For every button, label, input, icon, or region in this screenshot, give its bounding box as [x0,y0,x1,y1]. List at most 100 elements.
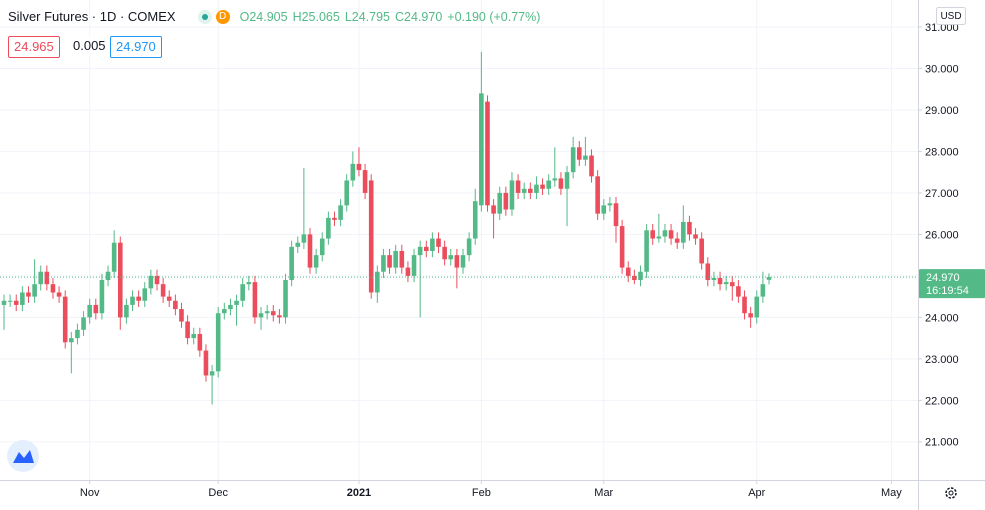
candle-body [576,147,582,160]
candle-body [270,311,276,316]
candle-body [1,300,7,305]
candle-body [124,304,129,318]
candle-body [313,255,319,268]
spread: 0.005 [70,36,109,56]
candle-body [258,313,264,318]
candle-body [246,282,252,285]
candle-body [356,163,362,171]
x-tick-label: May [881,487,902,499]
candle-body [509,180,515,210]
candle-body [289,246,294,281]
symbol-title[interactable]: Silver Futures · 1D · COMEX [8,9,176,24]
candle-body [479,93,484,206]
currency-label: USD [940,11,961,22]
candle-body [191,333,197,339]
candle-body [222,309,227,314]
x-tick-label: 2021 [347,487,371,499]
x-tick-label: Mar [594,487,613,499]
candle-body [62,296,68,343]
candle-body [430,238,435,251]
candle-body [411,255,417,276]
candle-body [766,277,772,280]
candle-body [546,180,551,189]
candle-body [705,263,711,281]
candle-body [662,230,668,237]
candle-body [528,188,533,193]
ask-button[interactable]: 24.970 [110,36,162,58]
candle-body [50,284,56,293]
candle-body [81,317,86,330]
candle-body [693,234,698,239]
candle-body [607,203,613,206]
candle-body [448,255,454,260]
candle-body [638,271,643,281]
candle-body [179,309,184,322]
candle-body [87,304,92,318]
settings-button[interactable] [945,487,957,499]
candle-body [613,203,619,227]
candle-body [717,277,723,285]
candle-body [264,311,270,314]
candle-body [754,296,760,318]
candle-body [252,282,258,318]
candle-body [405,267,411,276]
candle-body [540,184,545,189]
candle-body [503,192,509,210]
y-tick-label: 21.000 [925,437,959,449]
candle-body [723,282,729,285]
countdown-label: 16:19:54 [926,285,969,297]
candle-body [515,180,521,193]
candle-body [454,255,460,268]
candle-body [154,275,160,285]
candle-body [472,201,478,239]
candle-body [142,288,148,301]
candle-body [362,170,368,193]
ohlc-high: H25.065 [292,9,340,24]
candle-body [26,292,31,297]
x-tick-label: Dec [208,487,228,499]
candle-body [632,275,637,281]
candle-body [93,304,99,314]
y-tick-label: 29.000 [925,105,959,117]
candle-body [589,155,594,177]
candle-body [99,280,105,314]
candle-body [644,230,649,272]
bid-button[interactable]: 24.965 [8,36,60,58]
candle-body [197,333,203,351]
logo[interactable] [7,440,39,472]
candle-body [558,178,564,189]
candle-body [326,217,331,239]
candle-body [203,350,209,376]
candle-body [295,242,301,247]
candle-body [668,230,674,239]
candle-body [209,371,215,376]
candle-body [148,275,154,289]
candle-body [368,180,374,293]
candle-body [130,296,135,305]
candle-body [650,230,656,239]
candle-body [393,250,398,268]
ohlc-open: O24.905 [239,9,288,24]
status-dot [197,9,212,24]
candle-body [619,226,625,268]
candle-body [466,238,472,256]
candle-body [136,296,141,301]
candle-body [521,188,527,193]
candle-body [173,300,178,310]
candle-body [111,242,117,272]
candle-body [7,300,13,302]
candle-body [570,147,576,173]
candle-body [338,205,343,220]
candle-body [534,184,539,193]
ohlc-close: C24.970 [395,9,443,24]
candle-body [234,300,239,305]
ohlc-low: L24.795 [344,9,391,24]
candle-body [674,238,680,243]
candle-body [20,292,25,305]
candle-body [699,238,704,264]
candle-body [240,284,245,301]
candle-body [32,284,37,297]
candle-body [319,238,325,256]
candle-body [283,280,288,318]
y-tick-label: 27.000 [925,188,959,200]
